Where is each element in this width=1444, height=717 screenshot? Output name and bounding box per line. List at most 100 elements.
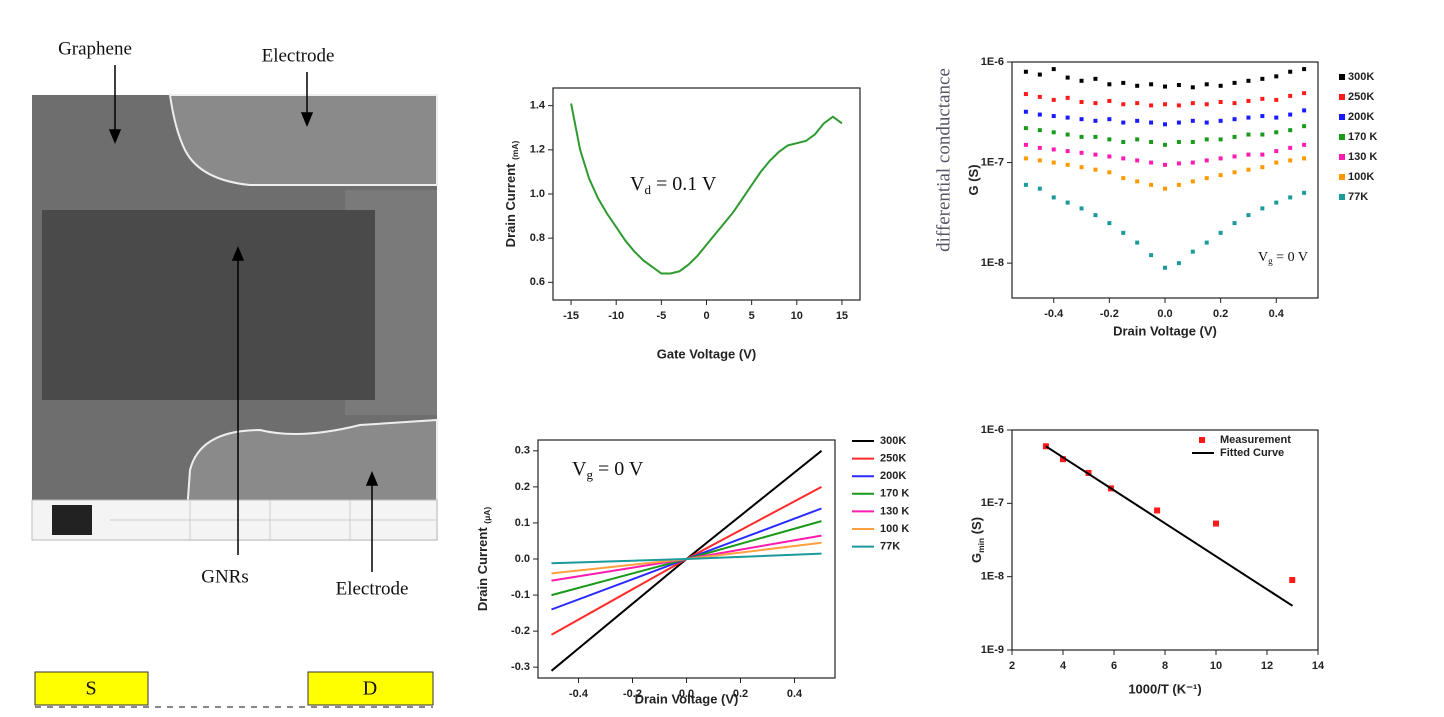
data-point [1246,153,1250,157]
data-point [1080,79,1084,83]
legend-label: 200K [1348,111,1374,123]
data-point [1163,266,1167,270]
data-point [1302,67,1306,71]
data-point [1260,206,1264,210]
chart: -15-10-50510150.60.81.01.21.4Gate Voltag… [503,88,860,361]
data-point [1191,140,1195,144]
data-point [1274,161,1278,165]
info-logo [52,505,92,535]
x-axis-label: Drain Voltage (V) [1113,323,1217,338]
legend-swatch [1339,114,1345,120]
text-part: V [1258,250,1268,265]
x-tick-label: 0.2 [1213,308,1228,320]
data-point [1219,137,1223,141]
legend-label: 250K [1348,91,1374,103]
data-point [1163,187,1167,191]
data-point [1260,77,1264,81]
annotation: Vg = 0 V [1258,250,1308,266]
data-point [1219,156,1223,160]
data-point [1107,221,1111,225]
plot-frame [1012,430,1318,650]
y-tick-label: 0.2 [515,481,530,493]
data-point [1302,191,1306,195]
data-point [1233,135,1237,139]
data-point [1149,183,1153,187]
data-point [1135,84,1139,88]
data-point [1093,119,1097,123]
data-point [1121,121,1125,125]
data-point [1177,161,1181,165]
data-point [1163,102,1167,106]
data-point [1024,70,1028,74]
data-point [1121,140,1125,144]
data-point [1121,231,1125,235]
series-line [552,451,822,671]
y-tick-label: 1.4 [530,100,546,112]
data-point [1205,102,1209,106]
legend-swatch [1339,154,1345,160]
data-point [1052,161,1056,165]
x-tick-label: 0.4 [1269,308,1285,320]
y-tick-label: 0.6 [530,276,545,288]
data-point [1038,158,1042,162]
data-point [1302,124,1306,128]
y-tick-label: 0.1 [515,517,530,529]
data-point [1038,146,1042,150]
text-part: Drain Current [503,160,518,247]
legend-label: Measurement [1220,434,1291,446]
legend-label: 77K [880,541,900,553]
data-point [1121,176,1125,180]
data-point [1052,195,1056,199]
data-point [1274,116,1278,120]
text-part: = 0 V [593,458,644,480]
source-label: S [85,678,96,700]
data-point [1205,241,1209,245]
x-tick-label: -10 [608,310,624,322]
data-point [1205,158,1209,162]
text-part: G (S) [966,164,981,195]
text-part: = 0 V [1273,250,1308,265]
x-tick-label: 12 [1261,660,1273,672]
text-part: = 0.1 V [651,173,717,195]
data-point [1213,521,1219,527]
sem-label: Graphene [58,38,132,59]
data-point [1289,577,1295,583]
data-point [1288,113,1292,117]
data-point [1205,82,1209,86]
data-point [1219,100,1223,104]
data-point [1233,221,1237,225]
y-tick-label: 0.8 [530,232,545,244]
sem-image [32,65,437,572]
legend-swatch [1339,174,1345,180]
data-point [1260,133,1264,137]
data-point [1149,253,1153,257]
data-point [1080,165,1084,169]
y-axis-note: differential conductance [933,68,954,252]
data-point [1246,79,1250,83]
data-point [1107,117,1111,121]
data-point [1052,98,1056,102]
x-tick-label: -0.4 [569,688,589,700]
data-point [1066,201,1070,205]
series-line [1046,446,1293,606]
data-point [1135,119,1139,123]
data-point [1163,143,1167,147]
x-tick-label: 6 [1111,660,1117,672]
data-point [1274,149,1278,153]
subscript: (mA) [510,141,520,160]
page: {"sem_figure": {"labels": {"graphene": "… [0,0,1444,717]
data-point [1107,154,1111,158]
data-point [1219,231,1223,235]
y-axis-label: Drain Current (mA) [503,141,520,248]
legend-swatch [1339,134,1345,140]
x-axis-label: 1000/T (K⁻¹) [1128,681,1201,696]
legend-label: 100 K [880,523,909,535]
data-point [1038,113,1042,117]
text-part: V [572,458,587,480]
text-part: (S) [969,517,984,538]
data-point [1066,149,1070,153]
data-point [1038,187,1042,191]
series-line [552,554,822,564]
x-tick-label: 10 [1210,660,1222,672]
data-point [1191,250,1195,254]
